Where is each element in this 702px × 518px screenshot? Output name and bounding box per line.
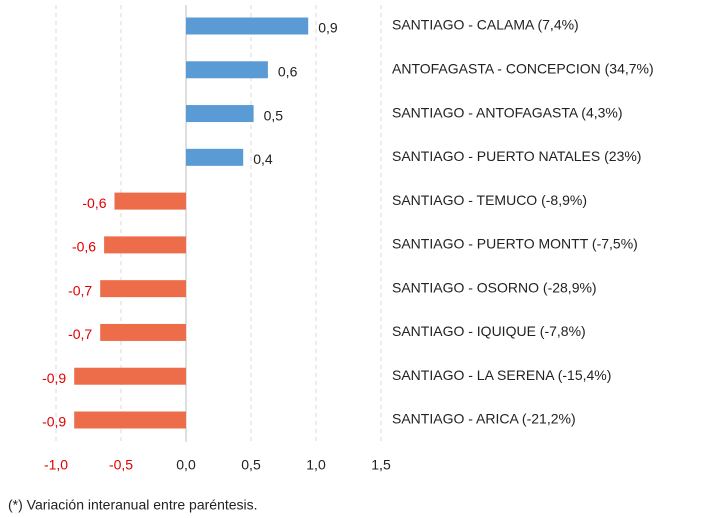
x-tick-label: 0,5	[241, 457, 261, 473]
x-tick-label: 1,5	[371, 457, 391, 473]
bar	[100, 280, 186, 298]
x-tick-label: -0,5	[109, 457, 133, 473]
category-label: SANTIAGO - ANTOFAGASTA (4,3%)	[392, 104, 623, 120]
x-tick-label: 1,0	[306, 457, 326, 473]
category-label: SANTIAGO - LA SERENA (-15,4%)	[392, 367, 611, 383]
bar	[186, 105, 254, 123]
bar	[100, 323, 186, 341]
data-label: 0,5	[264, 107, 284, 123]
category-label: SANTIAGO - OSORNO (-28,9%)	[392, 279, 597, 295]
bar	[74, 411, 186, 429]
data-label: -0,6	[72, 239, 96, 255]
data-label: -0,9	[42, 414, 66, 430]
data-label: 0,9	[318, 20, 338, 36]
bar	[186, 61, 268, 79]
category-label: SANTIAGO - PUERTO MONTT (-7,5%)	[392, 236, 638, 252]
x-tick-label: 0,0	[176, 457, 196, 473]
category-label: SANTIAGO - TEMUCO (-8,9%)	[392, 192, 587, 208]
x-tick-label: -1,0	[44, 457, 68, 473]
bar	[114, 192, 186, 210]
data-label: 0,4	[253, 151, 273, 167]
category-label: SANTIAGO - CALAMA (7,4%)	[392, 17, 579, 33]
data-label: -0,9	[42, 370, 66, 386]
data-label: -0,7	[68, 326, 92, 342]
data-label: -0,7	[68, 282, 92, 298]
bar	[186, 17, 309, 35]
category-label: ANTOFAGASTA - CONCEPCION (34,7%)	[392, 60, 654, 76]
category-label: SANTIAGO - PUERTO NATALES (23%)	[392, 148, 641, 164]
bar	[74, 367, 186, 385]
data-label: 0,6	[278, 63, 298, 79]
category-label: SANTIAGO - IQUIQUE (-7,8%)	[392, 323, 586, 339]
bar	[186, 148, 244, 166]
category-label: SANTIAGO - ARICA (-21,2%)	[392, 411, 576, 427]
footnote: (*) Variación interanual entre paréntesi…	[8, 497, 258, 513]
data-label: -0,6	[82, 195, 106, 211]
bar	[104, 236, 186, 254]
